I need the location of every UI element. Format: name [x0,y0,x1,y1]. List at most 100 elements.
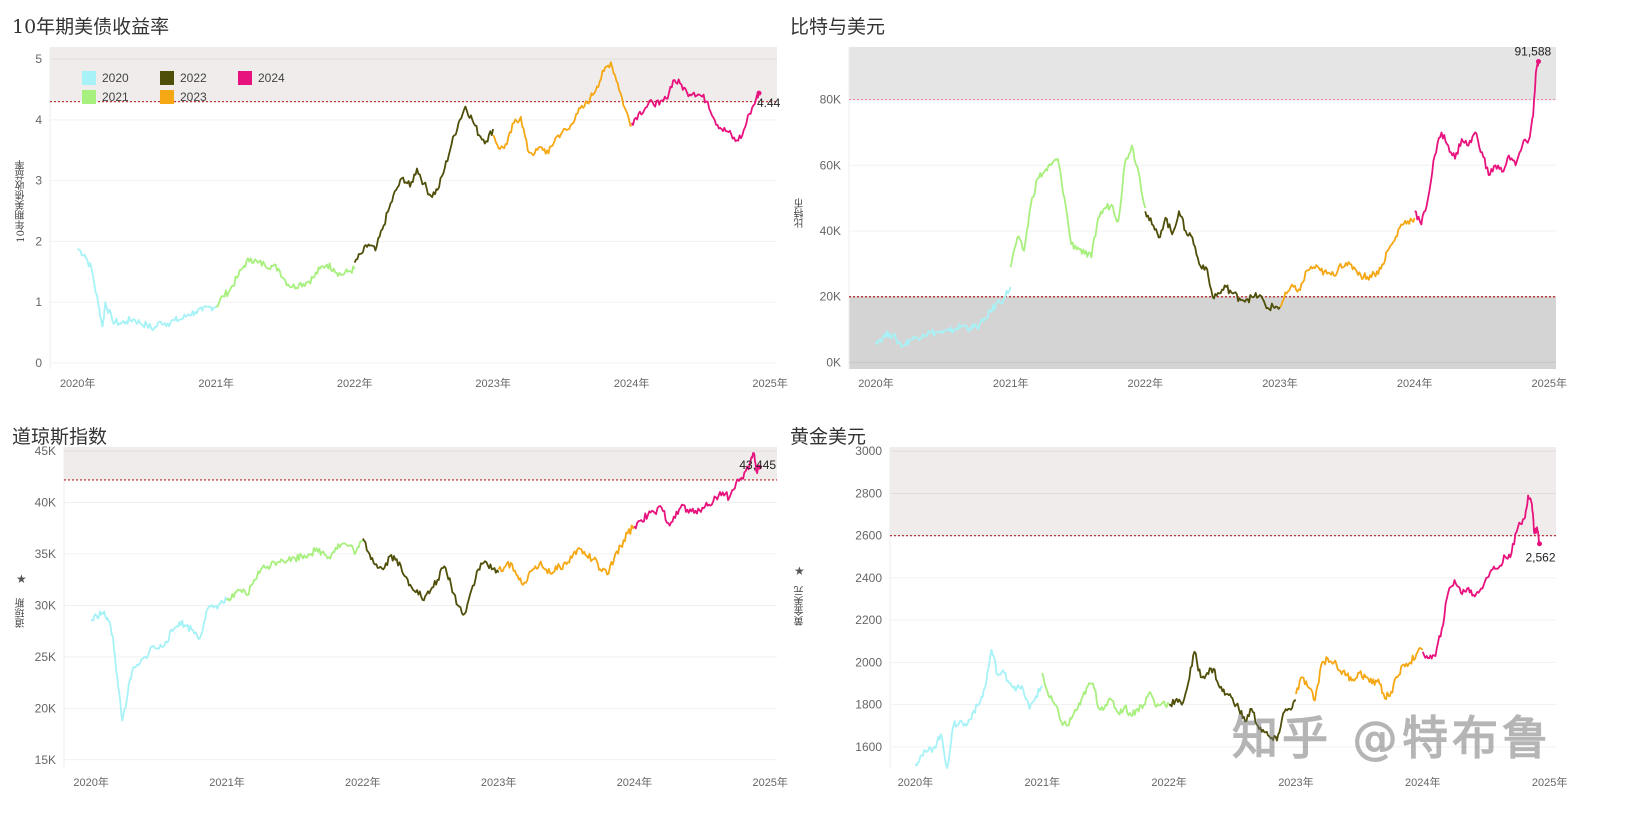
legend-item-2023[interactable]: 2023 [160,89,238,105]
y-tick-label: 40K [35,496,56,510]
x-tick-label: 2022年 [1151,775,1186,789]
reference-band [849,296,1556,369]
reference-band [890,447,1556,536]
series-line-2023[interactable] [1295,646,1424,702]
series-line-2021[interactable] [226,539,364,602]
x-tick-label: 2021年 [993,376,1028,390]
pin-icon[interactable]: ★ [794,564,805,578]
legend-swatch-2024 [238,71,252,85]
series-line-2024[interactable] [1414,61,1540,226]
x-tick-label: 2020年 [60,376,95,390]
x-tick-label: 2025年 [1532,775,1567,789]
y-tick-label: 15K [35,753,56,767]
y-tick-label: 3 [35,174,42,188]
treasury-panel: 10年期美债收益率 10年期美债收益率 0 1 2 3 4 5 2020年 2021年 2022… [0,0,800,410]
plot-area [64,447,777,768]
series-line-2022[interactable] [1144,210,1281,312]
dowjones-chart[interactable]: 15K 20K 25K 30K 35K 40K 45K 2020年 2021年 2022年 2023… [0,410,800,836]
end-value-label: 4.44 [757,96,781,110]
series-line-2023[interactable] [497,524,636,586]
y-tick-label: 45K [35,444,56,458]
y-tick-label: 1 [35,295,42,309]
end-point-marker[interactable] [756,464,762,470]
y-tick-label: 2200 [855,613,882,627]
x-tick-label: 2023年 [1278,775,1313,789]
series-line-2022[interactable] [362,538,500,616]
y-tick-label: 2800 [855,486,882,500]
series-line-2022[interactable] [353,105,495,264]
x-tick-label: 2024年 [1397,376,1432,390]
x-tick-label: 2020年 [898,775,933,789]
series-line-2020[interactable] [914,648,1043,769]
y-tick-label: 80K [820,93,841,107]
y-tick-label: 0 [35,356,42,370]
series-line-2024[interactable] [630,78,760,143]
y-tick-label: 35K [35,547,56,561]
treasury-title: 10年期美债收益率 [12,16,170,38]
pin-icon[interactable]: ★ [16,572,27,586]
gold-panel: 黄金美元 ★ 黄金美元 1600 1800 2000 2200 2400 2600 2800… [0,410,1646,836]
legend-item-2021[interactable]: 2021 [82,89,160,105]
x-tick-label: 2025年 [1532,376,1567,390]
x-tick-label: 2025年 [752,376,787,390]
x-tick-label: 2023年 [481,775,516,789]
end-point-marker[interactable] [1535,58,1541,64]
x-tick-label: 2024年 [617,775,652,789]
y-tick-label: 2 [35,234,42,248]
series-line-2020[interactable] [77,248,217,332]
series-line-2022[interactable] [1168,650,1297,742]
y-tick-label: 2000 [855,655,882,669]
x-tick-label: 2023年 [475,376,510,390]
x-tick-label: 2024年 [1405,775,1440,789]
y-tick-label: 4 [35,113,42,127]
end-value-label: 91,588 [1514,44,1551,58]
x-tick-label: 2024年 [614,376,649,390]
x-tick-label: 2022年 [345,775,380,789]
reference-band [849,47,1556,100]
legend-item-2022[interactable]: 2022 [160,70,238,86]
end-point-marker[interactable] [1537,541,1543,547]
x-tick-label: 2022年 [1128,376,1163,390]
x-tick-label: 2021年 [198,376,233,390]
end-value-label: 2,562 [1526,551,1556,565]
series-line-2021[interactable] [1009,144,1147,268]
series-line-2021[interactable] [216,257,356,308]
series-line-2024[interactable] [1421,494,1541,660]
y-tick-label: 1800 [855,698,882,712]
gold-title: 黄金美元 [790,426,867,448]
y-tick-label: 2600 [855,529,882,543]
y-tick-label: 30K [35,598,56,612]
year-legend: 2020 2022 2024 2021 2023 [82,70,302,105]
x-tick-label: 2020年 [858,376,893,390]
bitcoin-chart[interactable]: 0K 20K 40K 60K 80K 2020年 2021年 2022年 2023年 2024年 2… [0,0,1646,410]
legend-swatch-2020 [82,71,96,85]
x-tick-label: 2020年 [73,775,108,789]
x-tick-label: 2021年 [209,775,244,789]
y-tick-label: 2400 [855,571,882,585]
legend-item-2024[interactable]: 2024 [238,70,316,86]
y-tick-label: 25K [35,650,56,664]
end-value-label: 43,445 [739,458,776,472]
y-tick-label: 5 [35,52,42,66]
series-line-2023[interactable] [492,61,632,157]
reference-band [64,447,777,480]
legend-swatch-2022 [160,71,174,85]
series-line-2024[interactable] [633,452,761,530]
x-tick-label: 2025年 [752,775,787,789]
series-line-2020[interactable] [875,286,1012,348]
dowjones-title: 道琼斯指数 [12,426,108,448]
y-tick-label: 40K [820,224,841,238]
y-tick-label: 1600 [855,740,882,754]
y-tick-label: 60K [820,158,841,172]
y-tick-label: 3000 [855,444,882,458]
end-point-marker[interactable] [756,90,762,96]
series-line-2020[interactable] [90,596,228,722]
dowjones-panel: 道琼斯指数 ★ 道琼斯 15K 20K 25K 30K 35K 40K 45K 2020年 20… [0,410,800,836]
legend-swatch-2023 [160,90,174,104]
series-line-2023[interactable] [1279,217,1416,308]
gold-chart[interactable]: 1600 1800 2000 2200 2400 2600 2800 3000 2020年 202… [0,410,1646,836]
x-tick-label: 2021年 [1024,775,1059,789]
series-line-2021[interactable] [1041,672,1170,727]
legend-swatch-2021 [82,90,96,104]
legend-item-2020[interactable]: 2020 [82,70,160,86]
